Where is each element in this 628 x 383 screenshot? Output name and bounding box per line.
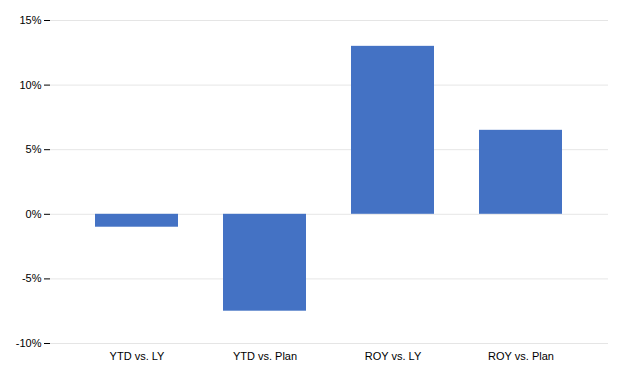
svg-text:10%: 10% [19, 79, 41, 91]
svg-text:ROY vs. Plan: ROY vs. Plan [488, 350, 554, 362]
svg-text:YTD vs. LY: YTD vs. LY [110, 350, 165, 362]
svg-text:15%: 15% [19, 14, 41, 26]
svg-text:ROY vs. LY: ROY vs. LY [365, 350, 422, 362]
svg-text:-10%: -10% [16, 337, 42, 349]
svg-text:-5%: -5% [22, 272, 42, 284]
svg-text:5%: 5% [26, 143, 42, 155]
svg-text:0%: 0% [26, 208, 42, 220]
svg-text:YTD vs. Plan: YTD vs. Plan [233, 350, 297, 362]
